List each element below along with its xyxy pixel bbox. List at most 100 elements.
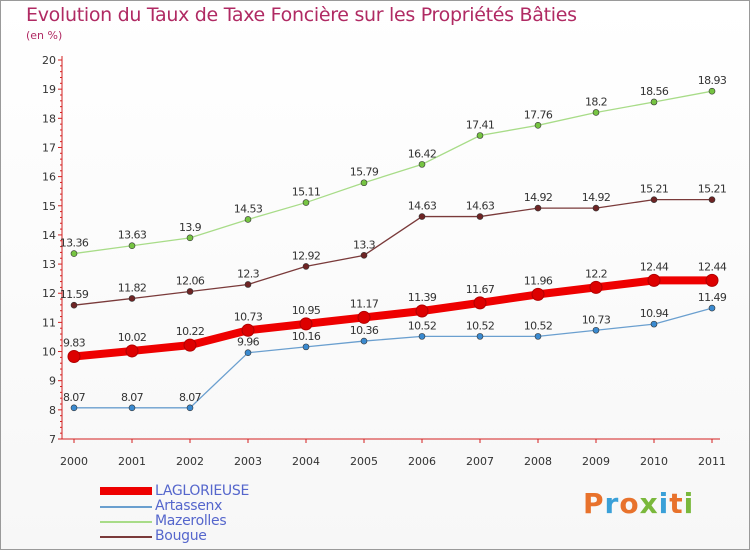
data-label-bougue: 15.21	[698, 183, 727, 196]
y-tick-label: 8	[49, 404, 56, 417]
y-tick-label: 7	[49, 433, 56, 446]
data-label-artassenx: 8.07	[179, 391, 202, 404]
legend-label: LAGLORIEUSE	[155, 483, 250, 499]
data-label-bougue: 12.3	[237, 267, 260, 280]
y-tick-label: 11	[42, 316, 56, 329]
data-point-artassenx	[186, 404, 194, 412]
data-point-artassenx	[70, 404, 78, 412]
data-point-laglorieuse	[299, 317, 313, 331]
data-label-mazerolles: 18.93	[698, 74, 727, 87]
data-point-laglorieuse	[473, 296, 487, 310]
legend-label: Artassenx	[155, 498, 223, 514]
legend-label: Mazerolles	[155, 513, 227, 529]
data-label-artassenx: 10.94	[640, 307, 669, 320]
data-label-mazerolles: 15.79	[350, 166, 379, 179]
series-line-mazerolles	[73, 90, 713, 255]
data-point-bougue	[244, 281, 252, 288]
data-label-artassenx: 8.07	[121, 391, 144, 404]
y-tick-label: 16	[42, 171, 56, 184]
data-label-artassenx: 11.49	[698, 291, 727, 304]
series-line-bougue	[73, 198, 712, 306]
data-label-mazerolles: 18.56	[640, 85, 669, 98]
data-label-bougue: 15.21	[640, 183, 669, 196]
data-point-laglorieuse	[357, 310, 371, 324]
data-point-mazerolles	[186, 234, 194, 242]
data-label-mazerolles: 17.76	[524, 108, 553, 121]
data-point-mazerolles	[708, 87, 716, 95]
data-label-laglorieuse: 12.2	[585, 267, 607, 280]
data-point-bougue	[128, 295, 136, 302]
logo-letter: t	[669, 487, 684, 520]
data-point-mazerolles	[476, 132, 484, 139]
data-label-bougue: 11.82	[118, 281, 147, 294]
data-point-artassenx	[128, 404, 136, 412]
y-tick-label: 14	[42, 229, 56, 242]
y-tick-label: 9	[49, 375, 56, 388]
data-point-bougue	[360, 252, 368, 259]
data-point-bougue	[534, 204, 542, 212]
data-point-bougue	[418, 213, 426, 220]
data-point-mazerolles	[128, 242, 136, 250]
legend-label: Bougue	[155, 528, 207, 544]
x-tick-label: 2011	[698, 455, 726, 468]
data-label-artassenx: 10.73	[582, 313, 611, 326]
data-point-mazerolles	[418, 161, 426, 168]
data-label-bougue: 12.92	[292, 249, 321, 262]
data-point-mazerolles	[650, 98, 658, 106]
data-point-laglorieuse	[647, 273, 661, 287]
x-tick-label: 2007	[466, 455, 494, 468]
data-point-bougue	[186, 288, 194, 295]
data-point-mazerolles	[302, 199, 310, 206]
x-tick-label: 2003	[234, 455, 262, 468]
data-label-artassenx: 9.96	[237, 336, 260, 349]
data-point-bougue	[476, 213, 484, 220]
data-label-bougue: 14.92	[582, 191, 611, 204]
series-line-laglorieuse	[70, 276, 716, 361]
chart-title: Evolution du Taux de Taxe Foncière sur l…	[26, 4, 577, 26]
logo-letter: r	[604, 487, 620, 520]
data-label-artassenx: 8.07	[63, 391, 86, 404]
x-tick-label: 2004	[292, 455, 320, 468]
data-label-laglorieuse: 10.02	[118, 331, 147, 344]
x-tick-label: 2010	[640, 455, 668, 468]
logo-letter: x	[639, 487, 659, 520]
data-label-laglorieuse: 12.44	[640, 260, 669, 273]
y-tick-label: 18	[42, 112, 56, 125]
x-tick-label: 2002	[176, 455, 204, 468]
y-tick-label: 19	[42, 83, 56, 96]
logo-letter: P	[583, 487, 605, 520]
legend-swatch	[100, 521, 152, 523]
data-label-mazerolles: 17.41	[466, 119, 495, 132]
data-point-bougue	[708, 196, 716, 203]
data-point-artassenx	[360, 337, 368, 345]
proxiti-logo: Proxiti	[583, 487, 694, 520]
x-tick-label: 2008	[524, 455, 552, 468]
y-tick-label: 13	[42, 258, 56, 271]
data-label-laglorieuse: 12.44	[698, 260, 727, 273]
x-tick-label: 2009	[582, 455, 610, 468]
data-label-laglorieuse: 10.22	[176, 325, 205, 338]
data-label-bougue: 11.59	[60, 288, 89, 301]
data-label-mazerolles: 13.9	[179, 221, 202, 234]
y-tick-label: 15	[42, 200, 56, 213]
data-label-mazerolles: 14.53	[234, 202, 263, 215]
data-point-bougue	[650, 196, 658, 203]
data-point-bougue	[70, 301, 78, 309]
data-label-mazerolles: 15.11	[292, 186, 321, 199]
data-point-mazerolles	[592, 109, 600, 116]
data-point-laglorieuse	[183, 338, 197, 352]
data-point-artassenx	[534, 333, 542, 340]
data-label-laglorieuse: 11.96	[524, 274, 553, 287]
x-tick-label: 2001	[118, 455, 146, 468]
data-point-laglorieuse	[589, 280, 603, 294]
data-point-artassenx	[244, 349, 252, 357]
y-tick-label: 10	[42, 346, 56, 359]
data-point-laglorieuse	[67, 349, 81, 363]
data-point-laglorieuse	[125, 344, 139, 358]
data-point-artassenx	[418, 333, 426, 340]
legend-swatch	[100, 487, 152, 495]
x-tick-label: 2005	[350, 455, 378, 468]
data-point-artassenx	[592, 326, 600, 334]
